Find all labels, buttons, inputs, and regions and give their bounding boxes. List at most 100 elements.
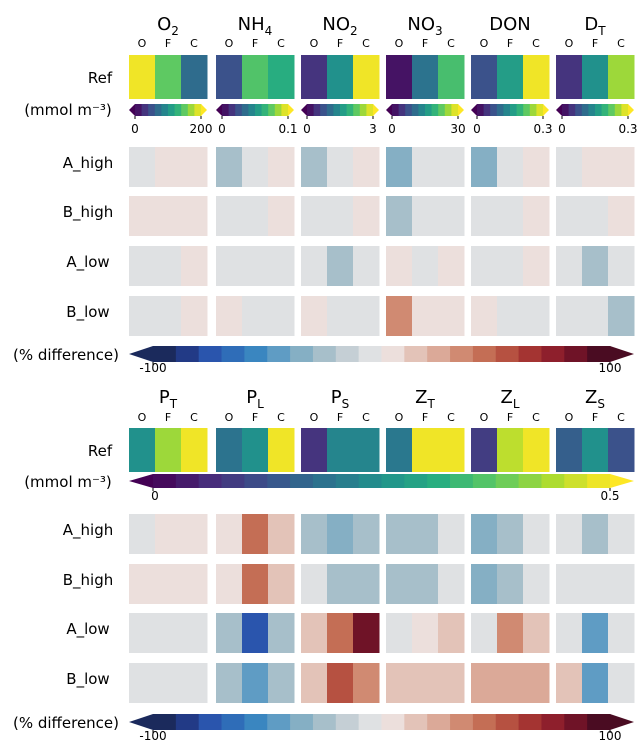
colorbar-segment — [274, 104, 282, 116]
diff-cell — [438, 514, 465, 554]
colorbar-segment — [168, 104, 175, 116]
sub-label-o: O — [565, 37, 574, 50]
colorbar-segment — [222, 104, 229, 116]
colorbar-segment — [614, 104, 622, 116]
sub-label-o: O — [480, 411, 489, 424]
sub-label-f: F — [592, 411, 598, 424]
diff-cell — [155, 613, 182, 653]
ref-cell — [242, 428, 269, 472]
diff-cell — [438, 564, 465, 604]
colorbar-max-arrow — [458, 104, 464, 116]
sub-label-f: F — [422, 37, 428, 50]
diff-cell — [582, 147, 609, 187]
diff-cell — [129, 514, 156, 554]
group-title-sub: L — [513, 397, 520, 411]
diff-cell — [301, 196, 328, 236]
group-title: NO3 — [407, 14, 442, 38]
diff-cell — [608, 147, 635, 187]
diff-cell — [181, 246, 208, 286]
diff-cell — [216, 296, 243, 336]
colorbar-segment — [608, 104, 616, 116]
diff-cell — [129, 613, 156, 653]
colorbar-segment — [194, 104, 202, 116]
shared-colorbar-segment — [358, 474, 382, 488]
colorbar-segment — [255, 104, 262, 116]
colorbar-tick-label: 3 — [369, 122, 377, 136]
colorbar-segment — [425, 104, 432, 116]
ref-cell — [438, 428, 465, 472]
colorbar-segment — [536, 104, 544, 116]
diff-cell — [386, 147, 413, 187]
colorbar-segment — [333, 104, 341, 116]
group-title-sub: T — [169, 397, 178, 411]
colorbar-segment — [181, 104, 189, 116]
colorbar-tick-label: 0.1 — [278, 122, 297, 136]
diff-colorbar-segment — [221, 346, 245, 362]
colorbar-segment — [359, 104, 367, 116]
colorbar-segment — [174, 104, 182, 116]
diff-cell — [497, 196, 524, 236]
sub-label-f: F — [252, 37, 258, 50]
group-title-sub: L — [257, 397, 264, 411]
diff-colorbar-segment — [587, 346, 611, 362]
diff-cell — [129, 296, 156, 336]
diff-colorbar-segment — [335, 714, 360, 730]
shared-colorbar-segment — [427, 474, 451, 488]
diff-cell — [497, 246, 524, 286]
diff-cell — [556, 613, 583, 653]
diff-cell — [523, 246, 550, 286]
shared-colorbar-segment — [175, 474, 200, 488]
colorbar-segment — [431, 104, 439, 116]
ref-cell — [301, 55, 328, 99]
shared-colorbar-segment — [335, 474, 360, 488]
ref-cell — [497, 428, 524, 472]
diff-colorbar-segment — [518, 714, 542, 730]
diff-cell — [438, 147, 465, 187]
diff-colorbar-tick-label: 100 — [599, 361, 622, 375]
diff-cell — [608, 663, 635, 703]
diff-cell — [301, 246, 328, 286]
diff-colorbar-segment — [381, 714, 405, 730]
group-title: DT — [584, 14, 606, 38]
diff-colorbar-segment — [472, 346, 497, 362]
diff-cell — [155, 663, 182, 703]
diff-cell — [386, 564, 413, 604]
colorbar-segment — [588, 104, 596, 116]
diff-cell — [386, 196, 413, 236]
sub-label-o: O — [138, 37, 147, 50]
diff-cell — [471, 196, 498, 236]
colorbar-segment — [261, 104, 269, 116]
ref-cell — [412, 55, 439, 99]
group-pl: PL O F C — [216, 387, 295, 703]
diff-colorbar-segment — [564, 346, 588, 362]
sub-label-f: F — [507, 411, 513, 424]
ref-cell — [216, 55, 243, 99]
row-label-a-low: A_low — [66, 253, 109, 272]
sub-label-f: F — [337, 411, 343, 424]
diff-cell — [268, 246, 295, 286]
diff-cell — [242, 663, 269, 703]
diff-cell — [181, 663, 208, 703]
diff-cell — [582, 663, 609, 703]
colorbar-segment — [411, 104, 419, 116]
colorbar-segment — [320, 104, 328, 116]
diff-cell — [242, 564, 269, 604]
diff-cell — [497, 613, 524, 653]
group-title: DON — [489, 14, 531, 35]
sub-label-c: C — [617, 37, 625, 50]
diff-cell — [582, 246, 609, 286]
diff-cell — [181, 196, 208, 236]
colorbar-segment — [135, 104, 142, 116]
ref-cell — [386, 428, 413, 472]
diff-cell — [471, 147, 498, 187]
colorbar-max-arrow — [543, 104, 549, 116]
diff-cell — [523, 663, 550, 703]
colorbar-segment — [451, 104, 459, 116]
ref-cell — [155, 428, 182, 472]
ref-cell — [556, 428, 583, 472]
group-title-sub: S — [342, 397, 350, 411]
ref-cell — [216, 428, 243, 472]
shared-colorbar-segment — [587, 474, 611, 488]
group-title-main: Z — [500, 387, 512, 408]
diff-cell — [608, 613, 635, 653]
